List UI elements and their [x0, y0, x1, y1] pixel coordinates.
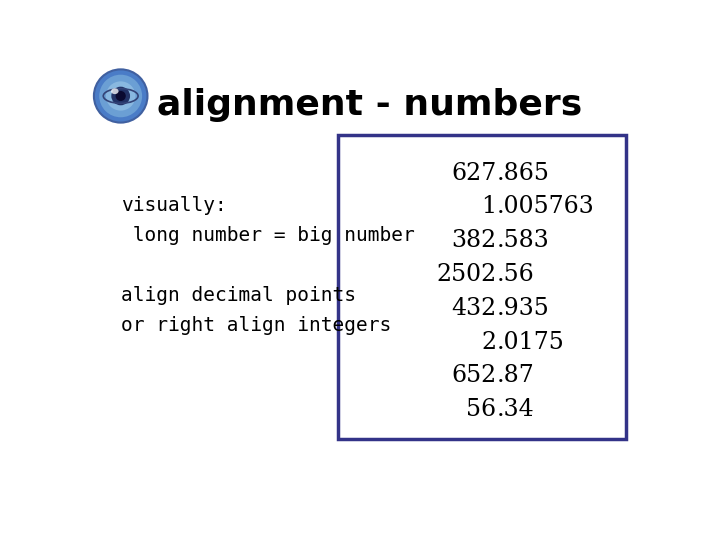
Text: .0175: .0175 [496, 330, 564, 354]
Text: .87: .87 [496, 364, 534, 387]
Bar [338, 136, 626, 439]
Ellipse shape [94, 69, 148, 123]
Text: .935: .935 [496, 297, 549, 320]
Text: 1: 1 [481, 195, 496, 219]
Text: alignment - numbers: alignment - numbers [157, 87, 582, 122]
Text: .005763: .005763 [496, 195, 594, 219]
Text: 432: 432 [451, 297, 496, 320]
Ellipse shape [99, 75, 142, 117]
Text: .34: .34 [496, 398, 534, 421]
Text: long number = big number: long number = big number [121, 226, 415, 245]
Text: 2: 2 [481, 330, 496, 354]
Text: .56: .56 [496, 263, 534, 286]
Ellipse shape [116, 91, 126, 101]
Text: or right align integers: or right align integers [121, 315, 391, 334]
Ellipse shape [111, 88, 119, 94]
Text: .865: .865 [496, 161, 549, 185]
Ellipse shape [112, 88, 129, 104]
Ellipse shape [106, 82, 135, 111]
Text: .583: .583 [496, 230, 549, 252]
Text: visually:: visually: [121, 196, 226, 215]
Text: 56: 56 [467, 398, 496, 421]
Ellipse shape [112, 87, 130, 105]
Text: 627: 627 [451, 161, 496, 185]
Text: 652: 652 [451, 364, 496, 387]
Text: 2502: 2502 [436, 263, 496, 286]
Text: 382: 382 [451, 230, 496, 252]
Text: align decimal points: align decimal points [121, 286, 356, 305]
